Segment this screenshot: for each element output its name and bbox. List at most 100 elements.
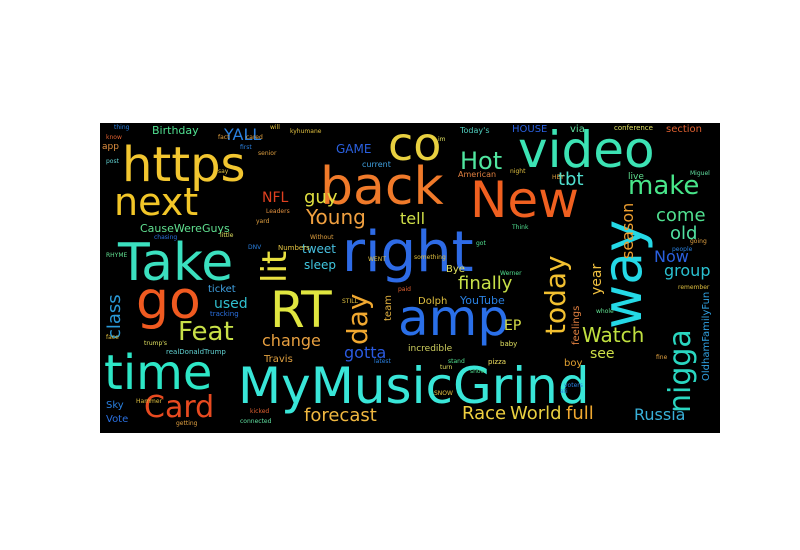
word-full: full <box>566 403 594 424</box>
word-back: back <box>320 157 444 217</box>
word-game: GAME <box>336 142 372 156</box>
word-trumps: trump's <box>144 340 168 347</box>
word-tell: tell <box>400 209 426 228</box>
word-leaders: Leaders <box>266 208 290 215</box>
word-remember: remember <box>678 284 710 291</box>
word-now: Now <box>654 247 689 266</box>
word-american: American <box>458 170 497 179</box>
word-current: current <box>362 160 391 169</box>
word-lit: lit <box>255 250 295 283</box>
word-night: night <box>510 168 526 175</box>
word-guy: guy <box>304 187 338 208</box>
word-section: section <box>666 124 703 135</box>
word-young: Young <box>306 205 366 229</box>
word-still: STILL <box>342 298 358 305</box>
word-turn: turn <box>440 364 453 371</box>
word-live: live <box>628 172 644 182</box>
word-will: will <box>270 124 280 131</box>
word-hey: HEY <box>552 174 564 181</box>
word-go: go <box>136 271 201 331</box>
word-little: little <box>220 232 234 239</box>
word-forecast: forecast <box>304 405 377 426</box>
word-numbers: Numbers <box>278 244 310 252</box>
word-people: people <box>672 246 693 253</box>
word-stand: stand <box>448 358 465 365</box>
word-old: old <box>670 223 698 244</box>
word-yard: yard <box>256 218 270 225</box>
word-video: video <box>518 123 655 179</box>
word-next: next <box>114 180 199 224</box>
word-first: first <box>240 144 252 151</box>
word-change: change <box>262 331 321 350</box>
word-whole: whole <box>596 308 614 315</box>
word-kyhumane: kyhumane <box>290 128 322 135</box>
word-world: World <box>510 403 562 424</box>
word-baby: baby <box>500 340 518 348</box>
word-nigga: nigga <box>663 329 698 413</box>
word-rt: RT <box>270 281 332 339</box>
word-fact: fact <box>218 134 230 141</box>
word-without: Without <box>310 234 334 241</box>
word-right: right <box>342 220 474 285</box>
word-boy: boy <box>564 358 583 369</box>
word-dnv: DNV <box>248 244 262 251</box>
word-watch: Watch <box>582 323 645 347</box>
word-app: app <box>102 142 119 152</box>
word-senior: senior <box>258 150 277 157</box>
word-face: face <box>106 334 119 341</box>
word-fine: fine <box>656 354 668 361</box>
word-class: class <box>104 294 125 339</box>
word-today: today <box>539 255 572 335</box>
word-chasing: chasing <box>154 234 178 241</box>
word-ati: ati <box>560 388 568 395</box>
word-going: going <box>690 238 707 245</box>
word-nfl: NFL <box>262 190 289 206</box>
word-yall: YALL <box>224 125 262 144</box>
word-tbt: tbt <box>558 169 584 190</box>
word-incredible: incredible <box>408 344 453 354</box>
word-amp: amp <box>398 289 510 347</box>
word-snow-caps: SNOW <box>434 390 453 397</box>
word-make: make <box>628 171 700 201</box>
word-group: group <box>664 261 711 280</box>
word-went: WENT <box>368 256 386 263</box>
word-gotta: gotta <box>344 343 387 362</box>
word-oldhamfamilyfun: OldhamFamilyFun <box>701 291 712 381</box>
word-post: post <box>106 158 119 165</box>
word-think: Think <box>512 224 529 231</box>
word-season: season <box>618 202 637 259</box>
word-dolph: Dolph <box>418 296 448 307</box>
word-connected: connected <box>240 418 272 425</box>
word-rhyme: RHYME <box>106 252 128 259</box>
word-getting: getting <box>176 420 198 427</box>
word-take: Take <box>118 233 234 293</box>
word-co: co <box>388 123 442 171</box>
word-via: via <box>570 124 585 135</box>
word-conference: conference <box>614 124 653 132</box>
word-hammer: Hammer <box>136 398 163 405</box>
word-causewereguys: CauseWereGuys <box>140 222 230 235</box>
word-thing: thing <box>114 124 130 131</box>
word-travis: Travis <box>264 354 293 365</box>
word-year: year <box>589 263 605 295</box>
word-tweet: tweet <box>302 242 336 256</box>
word-race: Race <box>462 403 507 424</box>
word-hot: Hot <box>460 147 503 175</box>
word-feelings: feelings <box>571 305 582 345</box>
word-cloud: MyMusicGrind right https video back New … <box>100 123 720 433</box>
word-something: something <box>414 254 446 261</box>
word-todays: Today's <box>460 126 490 135</box>
word-house: HOUSE <box>512 124 548 135</box>
word-pizza: pizza <box>488 358 507 366</box>
word-voters: voters <box>564 382 583 389</box>
word-card: Card <box>144 390 215 425</box>
word-time: time <box>104 345 213 401</box>
word-say: say <box>218 168 229 175</box>
word-birthday: Birthday <box>152 124 199 137</box>
word-ticket: ticket <box>208 284 236 295</box>
word-bye: Bye <box>446 264 465 275</box>
word-team: team <box>383 295 394 321</box>
word-sleep: sleep <box>304 258 336 272</box>
word-im: im <box>438 136 446 143</box>
word-latest: latest <box>374 358 391 365</box>
